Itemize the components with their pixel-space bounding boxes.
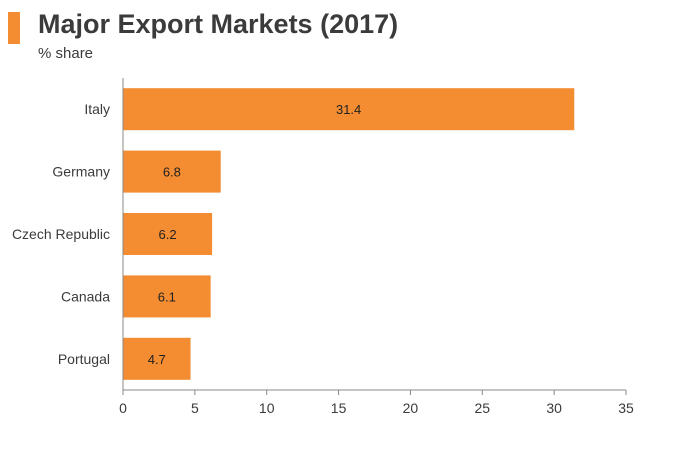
bar-germany — [123, 150, 221, 193]
category-label-italy: Italy — [84, 101, 110, 117]
x-tick-label-30: 30 — [546, 400, 562, 416]
bar-italy — [123, 88, 575, 131]
x-tick-label-20: 20 — [403, 400, 419, 416]
category-label-germany: Germany — [52, 164, 110, 180]
x-tick-label-15: 15 — [331, 400, 347, 416]
x-tick-label-5: 5 — [191, 400, 199, 416]
category-label-canada: Canada — [61, 288, 110, 304]
x-tick-label-10: 10 — [259, 400, 275, 416]
x-ticks-group — [122, 390, 627, 395]
chart-title: Major Export Markets (2017) — [38, 9, 399, 39]
x-tick-label-0: 0 — [119, 400, 127, 416]
data-label-germany: 6.8 — [163, 165, 181, 180]
data-labels-group: 31.4 6.8 6.2 6.1 4.7 — [148, 102, 362, 367]
title-accent-bar — [8, 12, 20, 44]
category-label-portugal: Portugal — [58, 351, 110, 367]
bar-portugal — [123, 337, 191, 380]
data-label-czech-republic: 6.2 — [159, 227, 177, 242]
data-label-portugal: 4.7 — [148, 352, 166, 367]
category-label-czech-republic: Czech Republic — [12, 226, 110, 242]
data-label-italy: 31.4 — [336, 102, 361, 117]
category-labels-group: Italy Germany Czech Republic Canada Portugal — [12, 101, 110, 367]
bar-czech-republic — [123, 213, 213, 255]
data-label-canada: 6.1 — [158, 289, 176, 304]
x-tick-labels-group: 0 5 10 15 20 25 30 35 — [119, 400, 634, 416]
x-tick-label-25: 25 — [474, 400, 490, 416]
chart-subtitle: % share — [38, 45, 94, 62]
bar-canada — [123, 275, 211, 318]
bars-group — [123, 88, 575, 380]
x-tick-label-35: 35 — [618, 400, 634, 416]
